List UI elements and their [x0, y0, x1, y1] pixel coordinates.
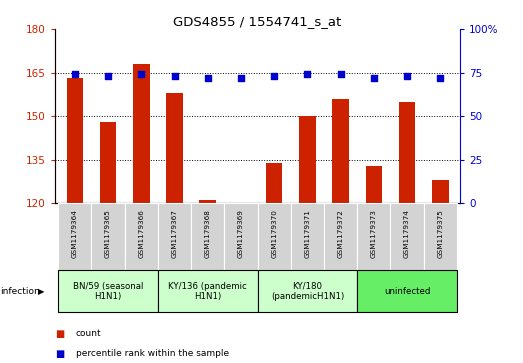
- Bar: [391, 203, 424, 270]
- Text: infection: infection: [1, 287, 40, 296]
- Text: BN/59 (seasonal
H1N1): BN/59 (seasonal H1N1): [73, 282, 143, 301]
- Bar: [399, 102, 415, 203]
- Text: GSM1179373: GSM1179373: [371, 209, 377, 257]
- Text: GSM1179364: GSM1179364: [72, 209, 78, 257]
- Text: count: count: [76, 330, 101, 338]
- Bar: [324, 203, 357, 270]
- Bar: [332, 99, 349, 203]
- Text: GSM1179369: GSM1179369: [238, 209, 244, 257]
- Point: [436, 75, 445, 81]
- Point: [237, 75, 245, 81]
- Title: GDS4855 / 1554741_s_at: GDS4855 / 1554741_s_at: [174, 15, 342, 28]
- Point: [370, 75, 378, 81]
- Text: percentile rank within the sample: percentile rank within the sample: [76, 350, 229, 358]
- Text: GSM1179372: GSM1179372: [338, 209, 344, 257]
- Text: GSM1179375: GSM1179375: [437, 209, 444, 257]
- Point: [270, 73, 278, 79]
- Bar: [158, 203, 191, 270]
- Text: GSM1179371: GSM1179371: [304, 209, 311, 257]
- Text: GSM1179368: GSM1179368: [204, 209, 211, 257]
- Point: [137, 72, 145, 77]
- Bar: [424, 203, 457, 270]
- Bar: [432, 180, 449, 203]
- Point: [203, 75, 212, 81]
- Text: ▶: ▶: [38, 287, 44, 296]
- Bar: [100, 122, 117, 203]
- Text: GSM1179365: GSM1179365: [105, 209, 111, 257]
- Bar: [291, 203, 324, 270]
- Point: [303, 72, 312, 77]
- Point: [104, 73, 112, 79]
- Text: KY/180
(pandemicH1N1): KY/180 (pandemicH1N1): [271, 282, 344, 301]
- Bar: [299, 116, 316, 203]
- Text: GSM1179366: GSM1179366: [138, 209, 144, 257]
- Text: ■: ■: [55, 349, 64, 359]
- Point: [336, 72, 345, 77]
- Bar: [58, 270, 158, 312]
- Bar: [366, 166, 382, 203]
- Bar: [224, 203, 257, 270]
- Bar: [92, 203, 124, 270]
- Text: GSM1179374: GSM1179374: [404, 209, 410, 257]
- Bar: [266, 163, 282, 203]
- Text: uninfected: uninfected: [384, 287, 430, 296]
- Point: [170, 73, 179, 79]
- Bar: [66, 78, 83, 203]
- Bar: [158, 270, 257, 312]
- Bar: [258, 203, 291, 270]
- Bar: [258, 270, 357, 312]
- Bar: [58, 203, 92, 270]
- Text: KY/136 (pandemic
H1N1): KY/136 (pandemic H1N1): [168, 282, 247, 301]
- Point: [71, 72, 79, 77]
- Text: GSM1179367: GSM1179367: [172, 209, 177, 257]
- Bar: [357, 203, 391, 270]
- Bar: [133, 64, 150, 203]
- Bar: [199, 200, 216, 203]
- Bar: [357, 270, 457, 312]
- Bar: [191, 203, 224, 270]
- Bar: [124, 203, 158, 270]
- Text: GSM1179370: GSM1179370: [271, 209, 277, 257]
- Point: [403, 73, 411, 79]
- Text: ■: ■: [55, 329, 64, 339]
- Bar: [166, 93, 183, 203]
